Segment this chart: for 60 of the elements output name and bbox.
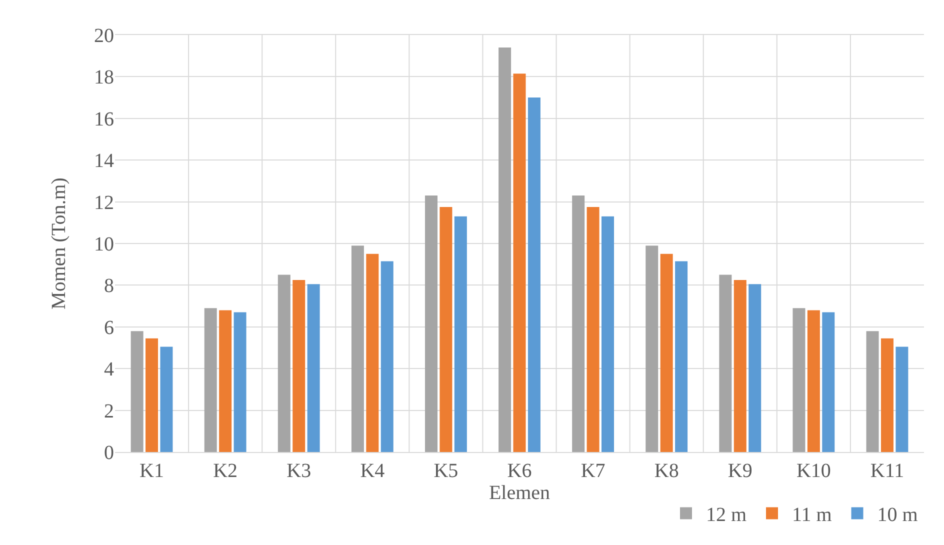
bar xyxy=(748,284,762,452)
bar xyxy=(675,261,688,452)
bar xyxy=(160,346,173,452)
x-tick-label: K7 xyxy=(580,460,606,482)
bar xyxy=(146,338,158,452)
x-tick-label: K9 xyxy=(728,460,752,482)
bar xyxy=(896,346,908,452)
bar xyxy=(204,308,217,452)
y-tick-label: 4 xyxy=(104,358,114,381)
x-tick-label: K2 xyxy=(213,460,238,482)
bar xyxy=(498,48,512,452)
bar xyxy=(440,207,452,452)
bar xyxy=(380,261,394,452)
x-tick-label: K4 xyxy=(360,460,385,482)
y-tick-label: 6 xyxy=(104,316,114,339)
x-tick-label: K8 xyxy=(654,460,679,482)
y-tick-label: 2 xyxy=(104,400,114,422)
bar xyxy=(586,207,600,452)
bar xyxy=(307,284,320,452)
y-tick-label: 10 xyxy=(94,234,114,256)
bar xyxy=(822,312,835,452)
y-tick-label: 8 xyxy=(104,275,114,298)
legend-label: 10 m xyxy=(877,504,918,526)
bar xyxy=(660,254,673,452)
y-tick-label: 16 xyxy=(94,108,114,130)
bar xyxy=(366,254,379,452)
x-tick-label: K1 xyxy=(140,460,164,482)
legend-label: 12 m xyxy=(706,504,747,526)
bar xyxy=(792,308,806,452)
bar xyxy=(866,331,879,452)
bar xyxy=(219,310,232,452)
y-tick-label: 12 xyxy=(94,192,114,214)
bar xyxy=(572,196,585,452)
bar xyxy=(351,246,364,452)
bar xyxy=(292,280,306,452)
x-tick-label: K11 xyxy=(870,460,904,482)
y-axis-title: Momen (Ton.m) xyxy=(48,178,70,310)
bar xyxy=(602,216,614,452)
y-tick-label: 18 xyxy=(94,66,114,89)
x-axis-title: Elemen xyxy=(488,482,550,504)
bar xyxy=(513,74,526,452)
bar xyxy=(880,338,894,452)
bar xyxy=(234,312,246,452)
y-tick-label: 20 xyxy=(94,25,114,47)
bar xyxy=(807,310,820,452)
x-tick-label: K10 xyxy=(796,460,831,482)
x-tick-label: K5 xyxy=(434,460,458,482)
bar xyxy=(454,216,467,452)
bar xyxy=(278,274,290,452)
bar xyxy=(424,196,438,452)
bar xyxy=(528,98,540,452)
bar xyxy=(734,280,746,452)
bar xyxy=(719,274,732,452)
x-tick-label: K6 xyxy=(507,460,532,482)
x-tick-label: K3 xyxy=(286,460,312,482)
y-tick-label: 14 xyxy=(94,150,114,172)
bar xyxy=(130,331,144,452)
bar xyxy=(646,246,658,452)
y-tick-label: 0 xyxy=(104,442,114,464)
legend-label: 11 m xyxy=(792,504,832,526)
